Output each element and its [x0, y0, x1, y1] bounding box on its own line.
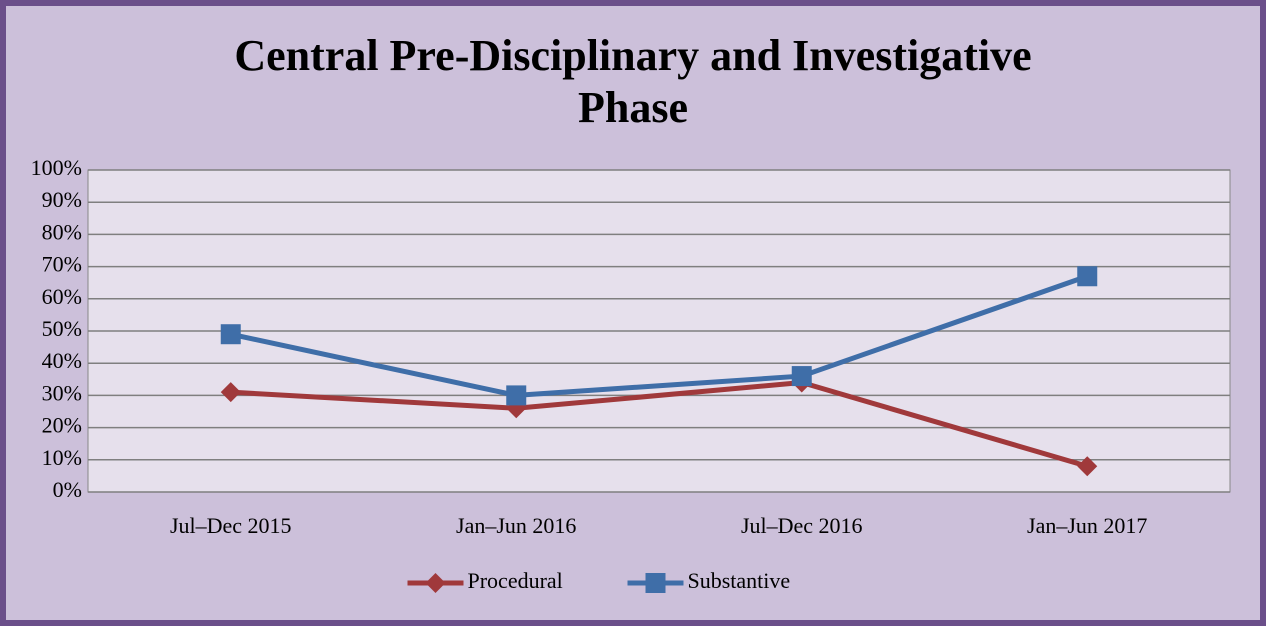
legend-marker	[645, 573, 666, 593]
data-point	[1077, 266, 1098, 287]
legend-label: Substantive	[688, 568, 791, 593]
legend-marker	[425, 573, 446, 593]
x-tick-label: Jan–Jun 2016	[456, 513, 576, 538]
data-point	[791, 366, 812, 387]
data-point	[220, 324, 241, 345]
series-line	[230, 379, 1088, 469]
y-tick-label: 40%	[42, 348, 82, 373]
data-point	[220, 382, 241, 403]
y-tick-label: 60%	[42, 284, 82, 309]
data-point	[506, 385, 527, 406]
y-tick-label: 80%	[42, 219, 82, 244]
y-tick-label: 90%	[42, 187, 82, 212]
data-point	[1077, 456, 1098, 477]
x-tick-label: Jan–Jun 2017	[1027, 513, 1147, 538]
y-tick-label: 100%	[31, 155, 82, 180]
y-tick-label: 10%	[42, 445, 82, 470]
chart-title: Central Pre-Disciplinary and Investigati…	[234, 31, 1032, 132]
series-line	[230, 273, 1089, 398]
y-tick-label: 70%	[42, 252, 82, 277]
y-tick-label: 20%	[42, 413, 82, 438]
y-tick-label: 30%	[42, 380, 82, 405]
x-tick-label: Jul–Dec 2015	[170, 513, 292, 538]
y-tick-label: 50%	[42, 316, 82, 341]
y-tick-label: 0%	[53, 477, 82, 502]
x-tick-label: Jul–Dec 2016	[741, 513, 863, 538]
legend-label: Procedural	[468, 568, 563, 593]
